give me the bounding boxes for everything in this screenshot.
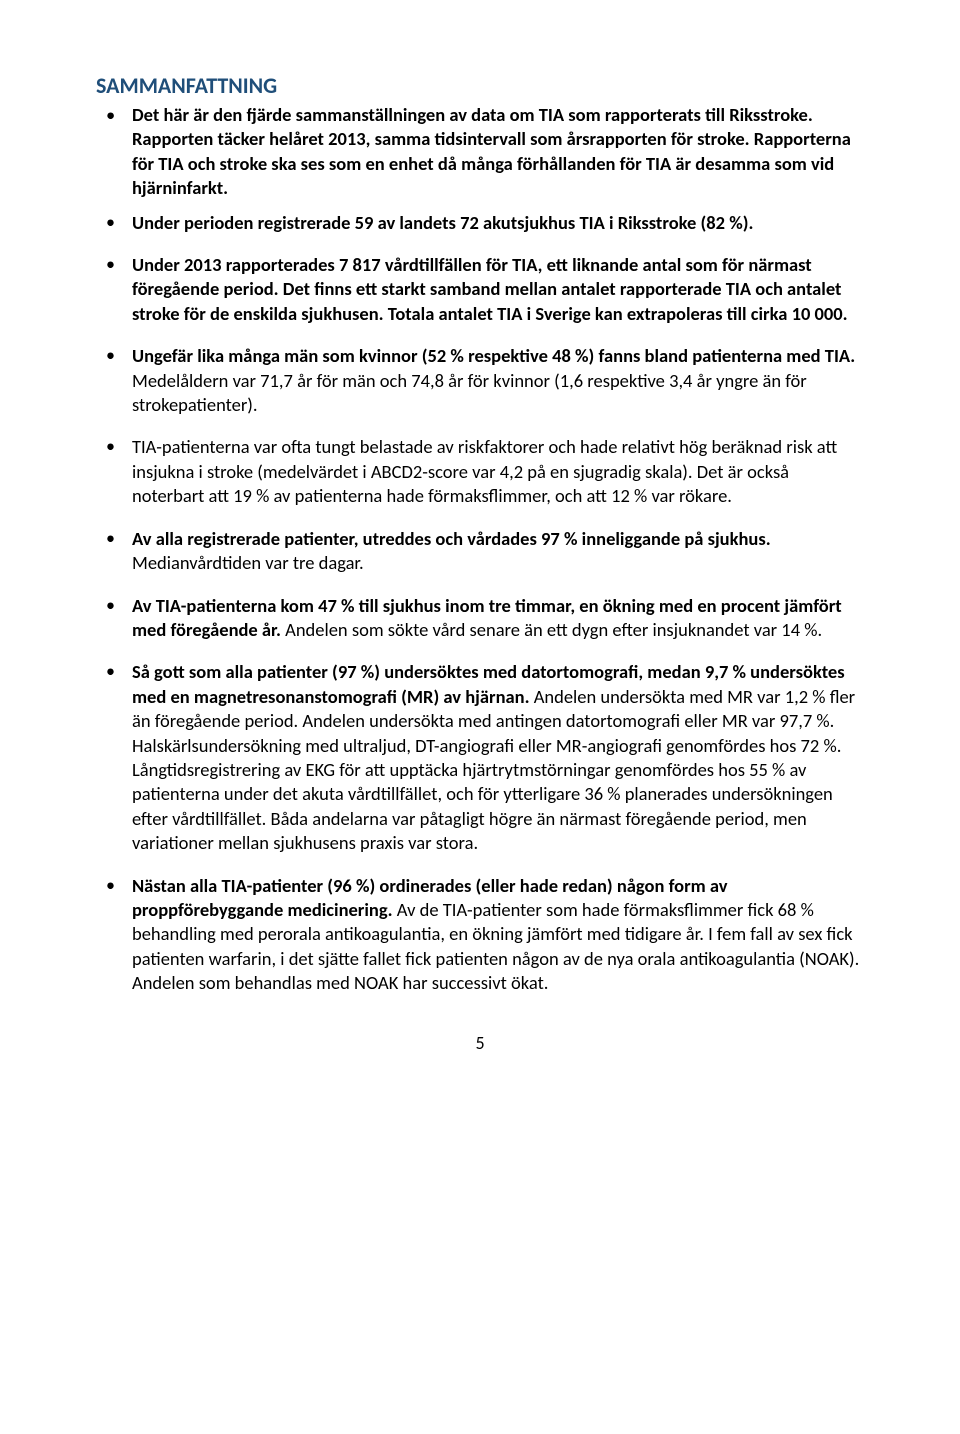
bullet-bold: Under perioden registrerade 59 av landet… <box>132 211 753 234</box>
bullet-plain: Medelåldern var 71,7 år för män och 74,8… <box>132 369 807 416</box>
bullet-item: Under perioden registrerade 59 av landet… <box>96 211 864 235</box>
page-number: 5 <box>96 1032 864 1054</box>
bullet-list: Under perioden registrerade 59 av landet… <box>96 211 864 996</box>
bullet-item: TIA-patienterna var ofta tungt belastade… <box>96 435 864 508</box>
bullet-bold: Av alla registrerade patienter, utreddes… <box>132 527 771 550</box>
intro-bold-text: Det här är den fjärde sammanställningen … <box>132 103 851 199</box>
bullet-bold: Under 2013 rapporterades 7 817 vårdtillf… <box>132 253 848 325</box>
intro-paragraph: • Det här är den fjärde sammanställninge… <box>96 103 864 201</box>
bullet-item: Ungefär lika många män som kvinnor (52 %… <box>96 344 864 417</box>
bullet-item: Så gott som alla patienter (97 %) unders… <box>96 660 864 855</box>
section-heading: SAMMANFATTNING <box>96 72 864 99</box>
bullet-plain: Medianvårdtiden var tre dagar. <box>132 551 364 574</box>
bullet-bold: Ungefär lika många män som kvinnor (52 %… <box>132 344 855 367</box>
bullet-plain: Andelen undersökta med MR var 1,2 % fler… <box>132 685 855 854</box>
bullet-item: Av alla registrerade patienter, utreddes… <box>96 527 864 576</box>
bullet-plain: TIA-patienterna var ofta tungt belastade… <box>132 435 837 507</box>
bullet-item: Av TIA-patienterna kom 47 % till sjukhus… <box>96 594 864 643</box>
bullet-plain: Andelen som sökte vård senare än ett dyg… <box>281 618 822 641</box>
bullet-item: Under 2013 rapporterades 7 817 vårdtillf… <box>96 253 864 326</box>
document-page: SAMMANFATTNING • Det här är den fjärde s… <box>0 0 960 1102</box>
bullet-item: Nästan alla TIA-patienter (96 %) ordiner… <box>96 874 864 996</box>
